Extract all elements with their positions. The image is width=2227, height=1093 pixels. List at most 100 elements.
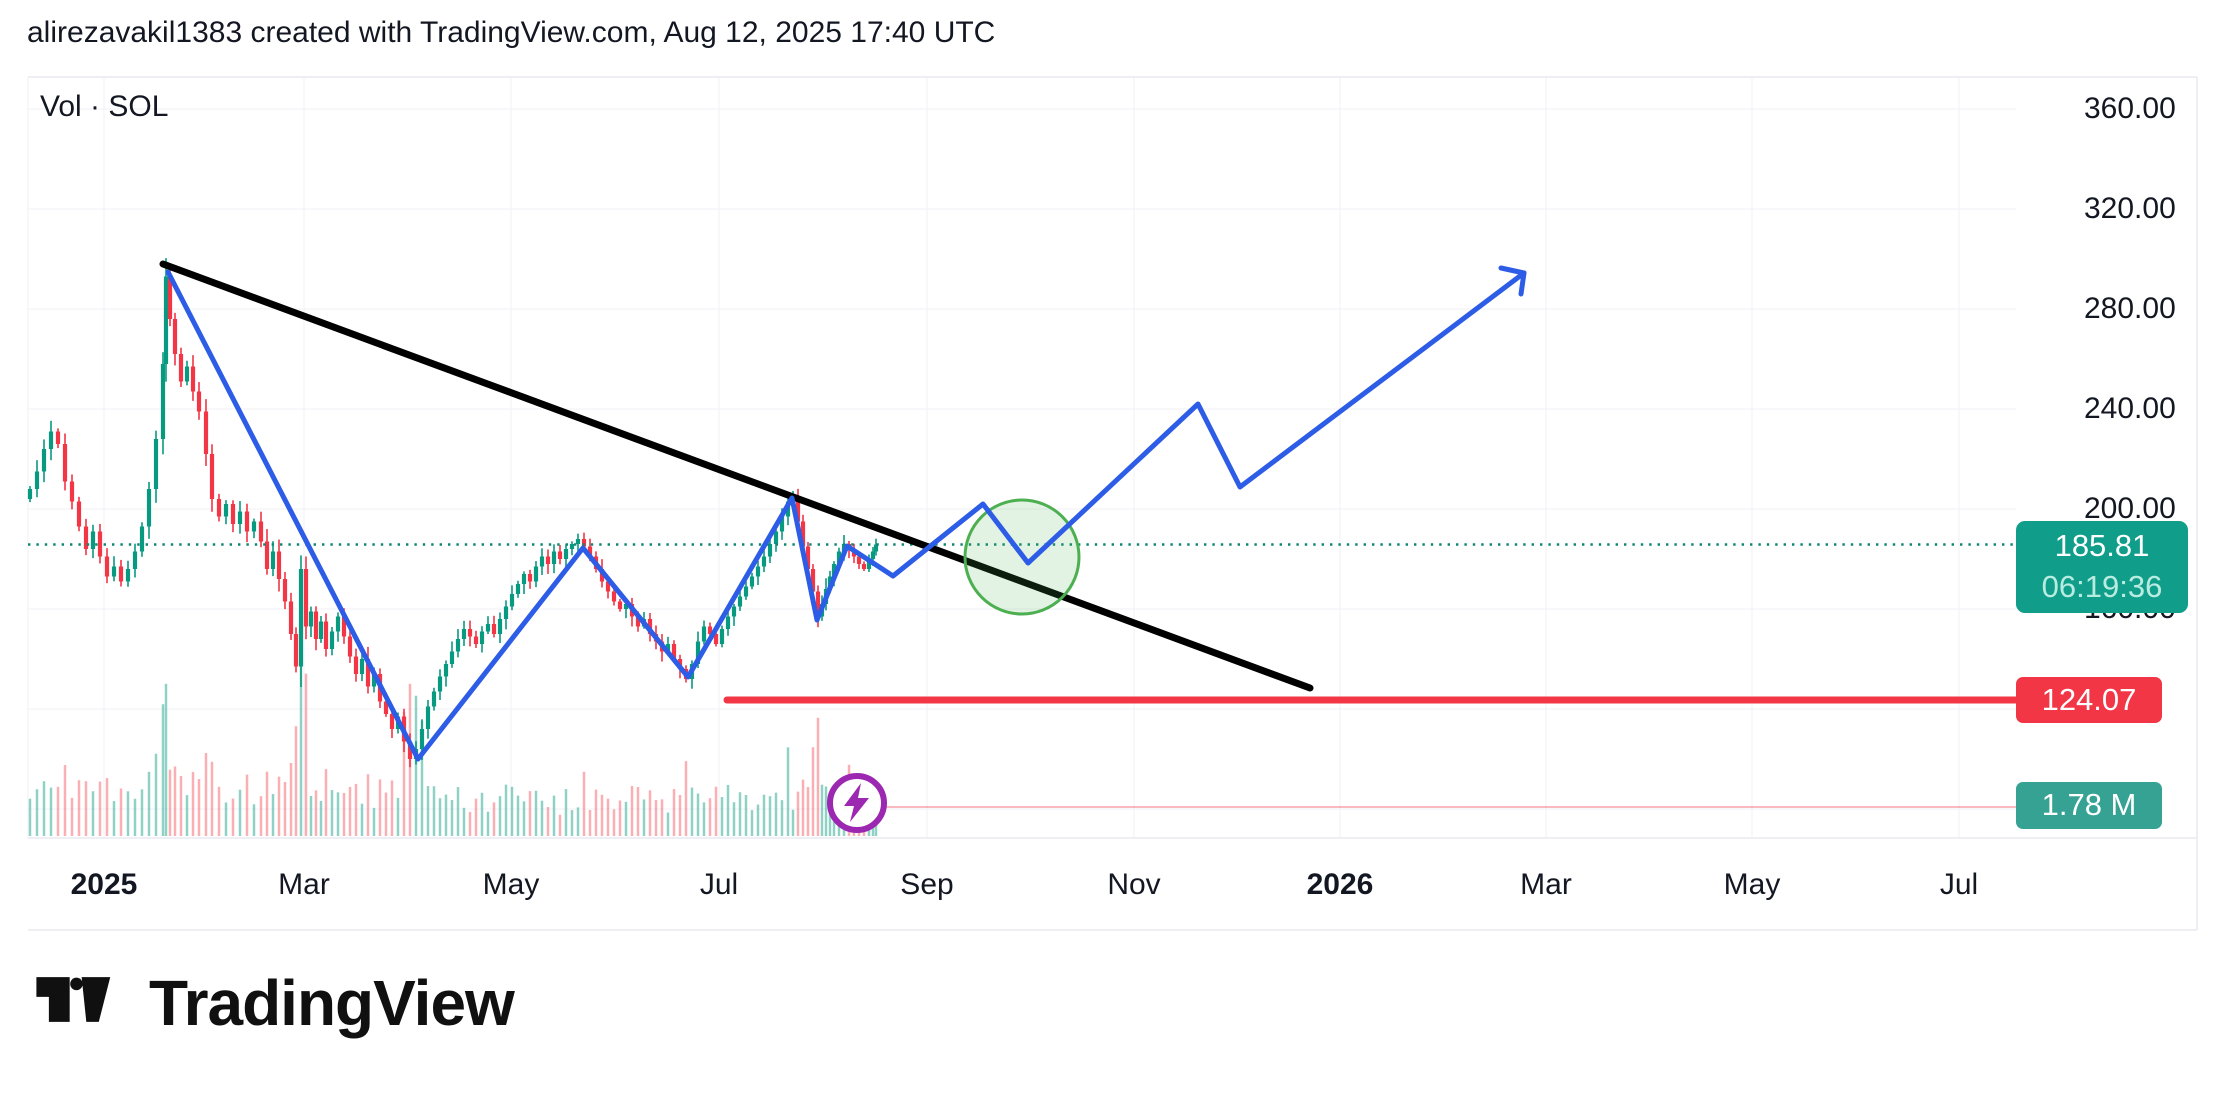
tradingview-logo[interactable]: TradingView [33,967,515,1039]
candle-body [635,616,641,627]
volume-bar [414,695,418,836]
volume-bar [456,787,460,836]
candle-body [359,659,365,674]
volume-bar [245,774,249,836]
volume-bar [204,753,208,836]
volume-bar [546,806,550,836]
candle-body [308,611,314,627]
volume-bar [666,812,670,836]
volume-bar [126,791,130,836]
candle-body [521,574,527,584]
candle-body [870,551,876,559]
candle-body [270,551,276,569]
volume-bar [774,792,778,836]
volume-bar [780,800,784,836]
candle-body [467,629,473,637]
volume-bar [828,808,832,836]
volume-bar [690,787,694,836]
volume-bar [299,640,303,836]
chart-legend-vol-sol[interactable]: Vol · SOL [40,90,169,123]
candle-body [455,639,461,652]
candle-body [605,581,611,592]
candle-body [178,354,184,382]
volume-bar [582,771,586,836]
volume-bar [63,765,67,836]
time-scale-label: May [482,868,540,901]
volume-bar [744,795,748,836]
candle-body [216,499,222,517]
tradingview-logo-text: TradingView [149,967,515,1039]
candlestick-series [27,258,879,768]
candle-body [767,544,773,557]
candle-body [563,549,569,559]
candle-body [69,481,75,502]
volume-bar [402,711,406,836]
volume-bar [112,801,116,836]
candle-body [97,531,103,557]
candle-body [203,411,209,454]
candle-body [581,539,587,547]
candle-body [258,521,264,542]
candle-body [617,601,623,609]
bar-countdown: 06:19:36 [2041,569,2163,604]
volume-bar [438,798,442,836]
candle-body [90,531,96,549]
candle-body [761,556,767,567]
price-scale-label: 360.00 [2084,92,2176,125]
candle-body [861,564,867,569]
volume-bar [708,798,712,836]
volume-bar [185,795,189,836]
candle-body [163,276,169,364]
volume-bar [480,792,484,836]
candle-body [473,636,479,644]
candle-body [160,364,166,439]
volume-bar [672,789,676,836]
candle-body [737,596,743,607]
candle-body [731,606,737,617]
candle-body [701,626,707,642]
candle-body [497,619,503,634]
candle-body [551,551,557,564]
candle-body [139,526,145,552]
volume-value-badge: 1.78 M [2016,782,2162,829]
last-price-badge: 185.81 06:19:36 [2016,521,2188,613]
candle-body [419,729,425,749]
candle-body [437,676,443,692]
candle-body [104,556,110,577]
candle-body [836,551,842,564]
volume-bar [791,809,795,836]
candle-body [282,579,288,602]
volume-bar [224,802,228,836]
time-scale-label: Jul [1939,868,1979,901]
volume-bar [606,798,610,836]
volume-bar [336,792,340,836]
volume-bar [259,796,263,836]
volume-bar [133,798,137,836]
candle-body [707,626,713,634]
volume-bar [56,786,60,836]
volume-bar [738,792,742,836]
candle-body [329,631,335,649]
volume-bar [140,789,144,836]
volume-bar [576,807,580,836]
candle-body [83,526,89,549]
volume-bar [564,789,568,836]
candle-body [146,489,152,527]
volume-bar [510,786,514,836]
volume-bar [654,800,658,836]
candle-body [866,559,872,569]
candle-body [76,501,82,527]
volume-bar [486,811,490,836]
price-scale-label: 280.00 [2084,292,2176,325]
price-scale-label: 200.00 [2084,492,2176,525]
candle-body [509,594,515,607]
tradingview-logo-mark [36,977,111,1022]
candle-body [153,439,159,489]
volume-bar [378,779,382,836]
candle-body [587,546,593,557]
candle-body [449,651,455,664]
volume-bar [648,790,652,836]
volume-bar [289,763,293,836]
candle-body [313,611,319,639]
